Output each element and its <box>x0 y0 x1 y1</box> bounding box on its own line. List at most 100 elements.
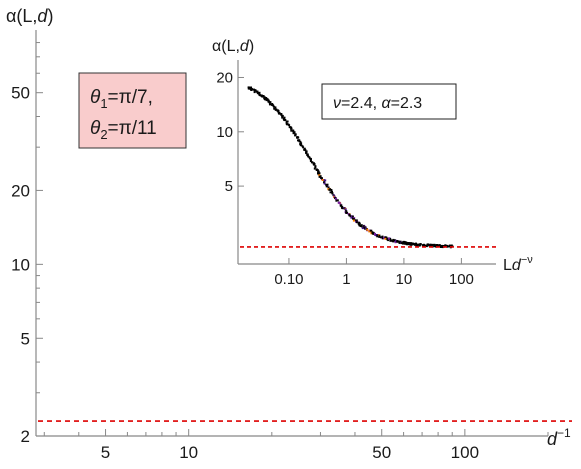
main-x-ticks: 5 10 50 100 <box>43 429 549 462</box>
inset-x-axis-label: Ld−ν <box>503 254 533 274</box>
inset-data-point <box>361 227 364 230</box>
exponent-annotation: ν=2.4, α=2.3 <box>321 83 457 120</box>
inset-data-point <box>250 86 252 89</box>
inset-data-point <box>323 182 326 185</box>
inset-data-point <box>413 243 416 246</box>
inset-data-point <box>312 163 315 166</box>
inset-data-point <box>323 179 325 182</box>
inset-data-point <box>304 149 307 152</box>
inset-data-point <box>308 156 311 159</box>
inset-data-point <box>438 244 441 247</box>
inset-data-point <box>269 101 272 104</box>
inset-data-point <box>264 98 266 101</box>
inset-data-point <box>335 199 338 202</box>
inset-data-point <box>429 243 432 246</box>
inset-data-point <box>277 112 280 115</box>
inset-data-point <box>251 88 254 91</box>
inset-data-point <box>407 242 410 244</box>
inset-data-point <box>339 204 342 207</box>
inset-data-point <box>324 179 327 182</box>
inset-data-point <box>392 240 395 242</box>
inset-data-point <box>283 116 286 119</box>
inset-x-tick-label: 1 <box>342 271 350 288</box>
inset-data-point <box>311 161 314 164</box>
inset-data-point <box>387 237 390 240</box>
inset-data-point <box>389 238 392 240</box>
inset-data-point <box>297 139 299 142</box>
inset-data-point <box>404 241 407 244</box>
inset-data-point <box>341 207 344 210</box>
inset-data-point <box>288 124 291 127</box>
inset-data-point <box>306 154 309 157</box>
inset-data-point <box>441 246 444 249</box>
inset-data-point <box>390 239 393 242</box>
inset-data-point <box>381 235 384 238</box>
inset-data-point <box>299 140 302 143</box>
inset-data-point <box>313 167 316 170</box>
inset-data-point <box>286 120 289 123</box>
inset-data-point <box>307 155 310 158</box>
inset-data-point <box>352 219 355 222</box>
inset-data-point <box>387 239 390 242</box>
theta2-text: θ2=π/11 <box>90 118 157 142</box>
inset-data-point <box>288 126 291 129</box>
inset-data-point <box>351 215 354 218</box>
main-y-tick-label: 5 <box>21 329 30 348</box>
inset-data-point <box>381 237 384 240</box>
inset-data-point <box>363 226 366 229</box>
inset-data-point <box>355 219 358 222</box>
angle-annotation-box <box>78 72 187 149</box>
inset-data-point <box>305 152 308 155</box>
inset-x-tick-label: 100 <box>449 271 474 288</box>
inset-data-point <box>290 129 293 132</box>
inset-data-point <box>325 185 328 188</box>
inset-data-point <box>426 243 429 246</box>
inset-data-point <box>327 186 330 189</box>
inset-y-tick-label: 20 <box>216 69 233 86</box>
inset-data-point <box>331 190 333 193</box>
inset-data-point <box>370 229 373 232</box>
inset-data-point <box>305 151 308 153</box>
inset-data-point <box>272 105 275 108</box>
inset-data-point <box>349 215 352 218</box>
inset-data-point <box>309 160 312 162</box>
inset-data-point <box>338 201 341 204</box>
inset-data-point <box>360 225 363 228</box>
inset-data-point <box>397 240 400 243</box>
inset-data-point <box>320 177 323 180</box>
inset-data-point <box>261 95 264 98</box>
inset-data-point <box>266 98 269 101</box>
inset-data-point <box>267 100 270 103</box>
inset-data-point <box>398 241 401 244</box>
inset-data-point <box>347 213 350 216</box>
inset-data-point <box>256 90 259 93</box>
inset-data-point <box>318 174 321 177</box>
inset-data-point <box>286 123 289 126</box>
inset-data-point <box>371 232 374 235</box>
main-y-tick-label: 20 <box>11 181 30 200</box>
inset-data-point <box>328 188 331 191</box>
inset-data-point <box>314 166 317 169</box>
inset-data-point <box>254 89 257 92</box>
main-plot: 5 10 50 100 2 5 10 20 50 α(L,d) d−1 θ1=π/7, θ2=… <box>6 6 572 462</box>
inset-data-point <box>317 170 320 173</box>
inset-data-point <box>327 188 330 191</box>
inset-data-point <box>326 183 329 186</box>
inset-data-point <box>358 224 361 227</box>
exponent-annotation-box <box>321 83 457 120</box>
inset-data-point <box>415 244 418 247</box>
main-y-tick-label: 2 <box>21 427 30 446</box>
inset-data-point <box>300 144 303 147</box>
inset-data-point <box>375 234 378 237</box>
theta1-text: θ1=π/7, <box>90 87 153 111</box>
main-y-ticks: 2 5 10 20 50 <box>11 42 43 446</box>
inset-data-point <box>389 239 392 242</box>
inset-data-point <box>383 236 385 239</box>
inset-data-point <box>416 243 419 246</box>
inset-data-point <box>430 244 433 246</box>
inset-data-point <box>400 242 403 245</box>
inset-data-point <box>292 129 295 132</box>
main-x-tick-label: 100 <box>451 443 479 462</box>
inset-data-point <box>319 175 322 178</box>
